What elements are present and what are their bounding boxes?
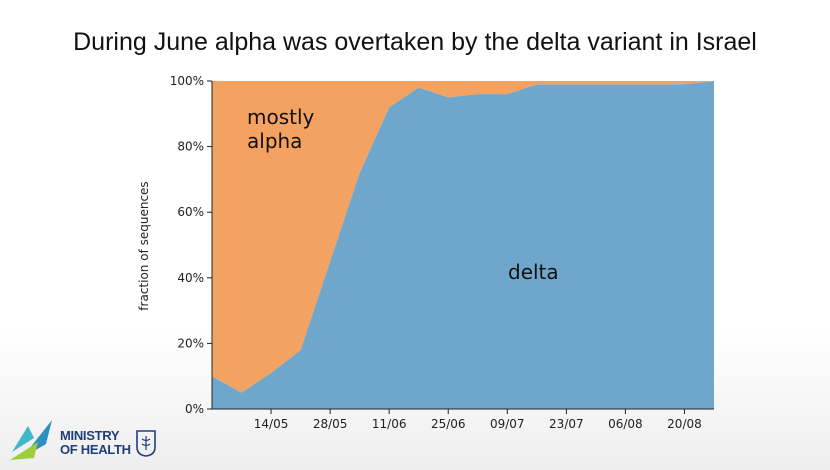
chart-axes [211,81,714,410]
x-axis-ticks: 14/05 28/05 11/06 25/06 09/07 23/07 06/08 20/08 [254,409,702,431]
y-tick-label: 20% [177,336,204,350]
logo-swoosh-icon [10,420,52,460]
x-tick-label: 11/06 [372,417,407,431]
y-tick-label: 60% [177,205,204,219]
plot-areas [212,81,714,409]
ministry-of-health-logo: MINISTRY OF HEALTH [8,414,178,464]
y-tick-label: 40% [177,271,204,285]
x-tick-label: 06/08 [608,417,643,431]
logo-line-2: OF HEALTH [60,442,131,457]
annotation-label: alpha [247,129,302,153]
annotation-label: delta [508,260,559,284]
x-tick-label: 20/08 [667,417,702,431]
x-tick-label: 25/06 [431,417,466,431]
x-tick-label: 28/05 [313,417,348,431]
annotation-label: mostly [247,105,315,129]
area-mostly-alpha [212,81,714,393]
x-tick-label: 14/05 [254,417,289,431]
logo-line-1: MINISTRY [60,428,120,443]
y-axis-label: fraction of sequences [137,181,151,310]
y-axis-ticks: 0% 20% 40% 60% 80% 100% [170,74,212,416]
area-delta [212,81,714,409]
y-tick-label: 100% [170,74,204,88]
y-tick-label: 0% [185,402,204,416]
slide-title: During June alpha was overtaken by the d… [73,28,757,56]
x-tick-label: 09/07 [490,417,525,431]
state-emblem-icon [136,430,156,457]
y-tick-label: 80% [177,140,204,154]
logo-text: MINISTRY OF HEALTH [60,429,131,457]
x-tick-label: 23/07 [549,417,584,431]
